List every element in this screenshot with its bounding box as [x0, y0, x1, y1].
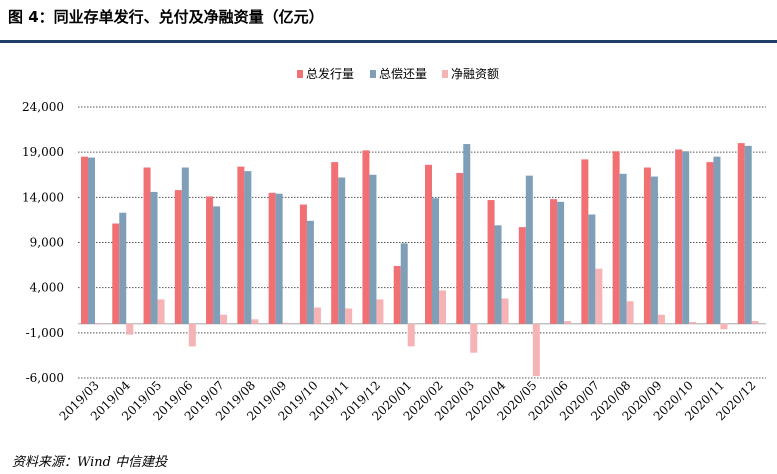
y-tick-label: 14,000 [22, 190, 64, 204]
bar-redeem [432, 198, 439, 324]
bar-net [751, 321, 759, 324]
bar-redeem [119, 212, 127, 324]
bar-issue [174, 190, 182, 324]
bar-redeem [150, 191, 158, 324]
source-note: 资料来源：Wind 中信建投 [12, 455, 168, 470]
bar-net [345, 308, 353, 324]
bar-redeem [494, 225, 502, 324]
bar-redeem [525, 175, 533, 324]
bar-net [439, 290, 446, 324]
bars [81, 143, 759, 377]
y-tick-label: -6,000 [26, 371, 64, 385]
bar-issue [487, 200, 495, 324]
bar-issue [393, 265, 401, 324]
bar-net [126, 323, 134, 335]
y-tick-label: 9,000 [30, 236, 64, 250]
bar-issue [299, 204, 307, 324]
bar-net [689, 321, 697, 324]
bar-redeem [181, 167, 189, 324]
legend: 总发行量 总偿还量 净融资额 [297, 66, 499, 81]
legend-swatch [370, 70, 376, 78]
legend-swatch [297, 70, 303, 78]
bar-net [501, 298, 509, 324]
y-tick-label: -1,000 [26, 326, 64, 340]
bar-redeem [338, 177, 346, 324]
bar-issue [112, 223, 120, 324]
y-tick-label: 19,000 [22, 145, 64, 159]
bar-redeem [619, 173, 627, 324]
bar-redeem [650, 176, 658, 324]
bar-redeem [744, 145, 752, 324]
bar-net [95, 322, 102, 324]
bar-issue [550, 199, 558, 324]
bar-net [407, 323, 415, 347]
bar-issue [581, 159, 589, 324]
bar-redeem [88, 157, 95, 324]
bar-issue [237, 166, 245, 324]
bar-issue [737, 143, 745, 324]
y-tick-label: 4,000 [30, 281, 64, 295]
bar-issue [143, 167, 151, 324]
legend-label: 净融资额 [451, 67, 499, 81]
bar-issue [81, 156, 88, 324]
bar-redeem [244, 171, 252, 324]
bar-redeem [213, 206, 221, 324]
bar-net [470, 323, 478, 353]
bar-net [220, 314, 228, 324]
bar-net [376, 299, 384, 324]
bar-issue [425, 164, 432, 324]
x-axis: 2019/032019/042019/052019/062019/072019/… [57, 378, 759, 423]
bar-net [532, 323, 540, 377]
legend-label: 总发行量 [306, 66, 354, 81]
bar-issue [362, 150, 370, 324]
bar-net [564, 321, 572, 324]
bar-issue [268, 192, 276, 324]
bar-redeem [369, 174, 377, 324]
legend-swatch [442, 70, 448, 78]
bar-redeem [463, 144, 471, 324]
bar-redeem [400, 243, 408, 324]
bar-net [657, 314, 665, 324]
bar-net [188, 323, 196, 347]
bar-issue [675, 149, 683, 324]
y-tick-label: 24,000 [22, 100, 64, 114]
legend-label: 总偿还量 [379, 66, 427, 81]
bar-net [157, 299, 165, 324]
bar-issue [331, 162, 339, 324]
bar-issue [456, 172, 464, 324]
bar-net [626, 301, 634, 324]
bar-net [313, 307, 321, 324]
bar-redeem [306, 220, 314, 324]
bar-redeem [557, 201, 565, 324]
y-axis: -6,000 -1,000 4,000 9,000 14,000 19,000 24,000 [22, 100, 64, 385]
bar-redeem [588, 214, 596, 324]
bar-issue [643, 167, 651, 324]
bar-issue [206, 196, 214, 324]
figure-title: 图 4：同业存单发行、兑付及净融资量（亿元） [8, 8, 324, 26]
bar-issue [518, 227, 526, 324]
bar-redeem [682, 151, 690, 324]
bar-issue [612, 151, 620, 324]
bar-net [282, 322, 290, 324]
bar-net [595, 268, 603, 324]
bar-issue [706, 162, 714, 324]
bar-redeem [275, 193, 283, 324]
bar-net [251, 319, 259, 324]
bar-redeem [713, 156, 721, 324]
bar-net [720, 323, 728, 330]
title-rule [0, 40, 777, 43]
